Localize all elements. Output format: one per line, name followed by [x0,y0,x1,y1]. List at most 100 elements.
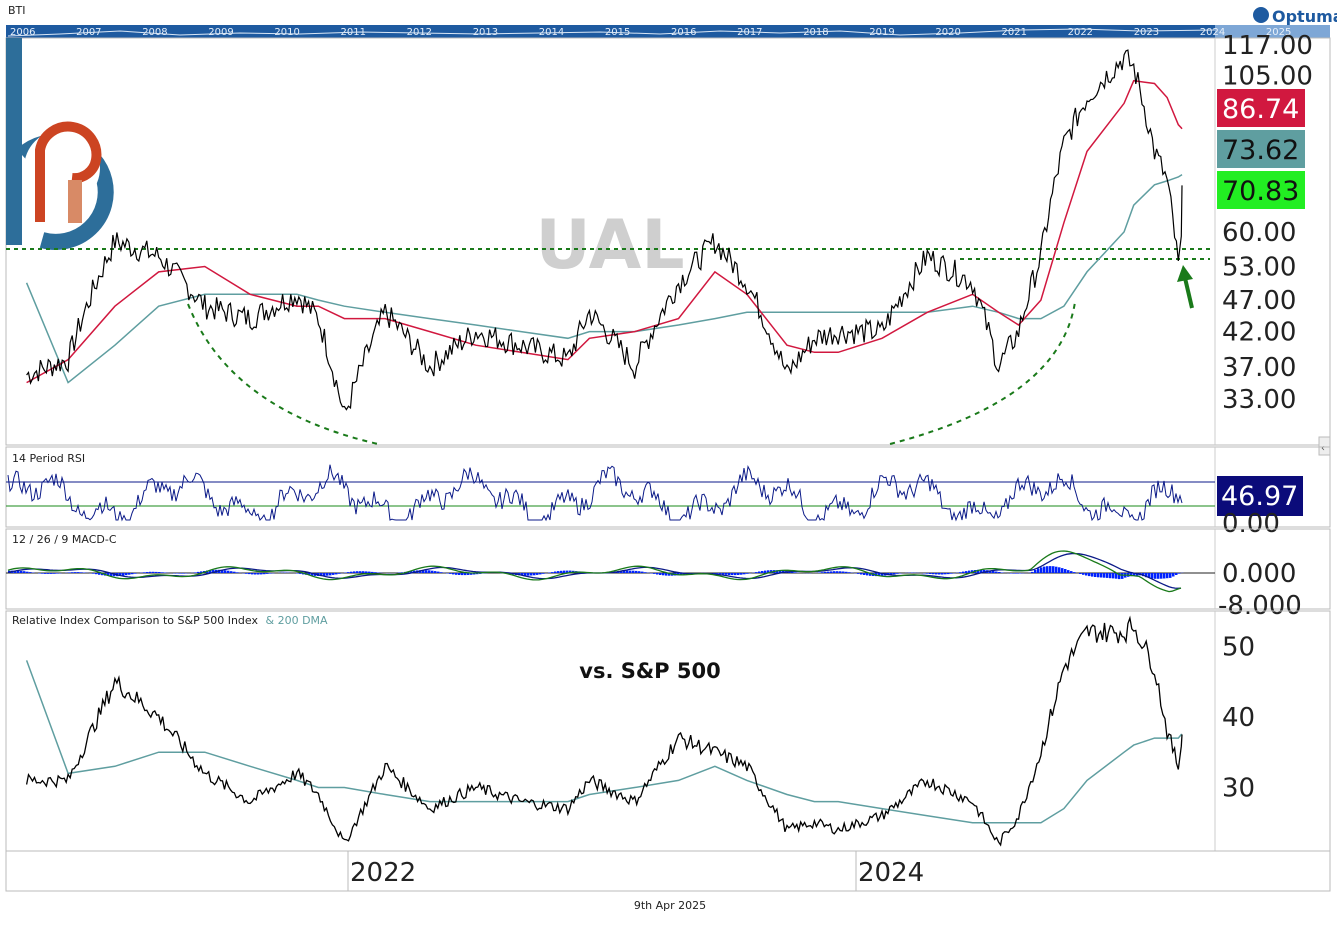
macd-histogram-bar [458,573,461,575]
footer-date: 9th Apr 2025 [634,899,706,912]
macd-histogram-bar [425,570,428,573]
macd-histogram-bar [824,572,827,573]
macd-histogram-bar [1049,566,1052,573]
macd-histogram-bar [1034,570,1037,573]
macd-histogram-bar [1064,569,1067,573]
macd-histogram-bar [533,573,536,575]
macd-title: 12 / 26 / 9 MACD-C [12,533,117,546]
macd-histogram-bar [233,572,236,573]
macd-histogram-bar [155,572,158,573]
timeline-year-label[interactable]: 2021 [1002,27,1027,38]
macd-histogram-bar [1088,573,1091,576]
macd-histogram-bar [638,571,641,573]
price-tick-label: 33.00 [1222,385,1296,415]
macd-histogram-bar [440,572,443,573]
macd-histogram-bar [353,571,356,573]
macd-histogram-bar [626,571,629,573]
macd-histogram-bar [1169,573,1172,578]
rsi-axis-label: 0.00 [1222,509,1280,539]
macd-histogram-bar [326,573,329,576]
relative-tick-label: 30 [1222,774,1255,804]
macd-histogram-bar [530,573,533,576]
timeline-year-label[interactable]: 2009 [208,27,233,38]
macd-histogram-bar [1103,573,1106,578]
macd-histogram-bar [731,573,734,575]
macd-histogram-bar [1031,572,1034,573]
macd-histogram-bar [266,573,269,574]
macd-histogram-bar [1010,573,1013,574]
macd-panel-frame [6,529,1330,609]
macd-histogram-bar [542,573,545,574]
macd-histogram-bar [1067,570,1070,573]
brand-logo: Optuma [1253,7,1337,26]
macd-histogram-bar [236,572,239,573]
macd-histogram-bar [362,571,365,573]
macd-histogram-bar [722,573,725,575]
x-tick-2022: 2022 [350,858,416,888]
macd-histogram-bar [1037,569,1040,574]
macd-histogram-bar [644,572,647,573]
macd-histogram-bar [725,573,728,575]
macd-histogram-bar [347,572,350,573]
macd-histogram-bar [632,571,635,573]
macd-histogram-bar [431,571,434,573]
macd-histogram-bar [950,573,953,574]
macd-histogram-bar [842,572,845,574]
macd-histogram-bar [53,573,56,574]
svg-text:‹: ‹ [1321,443,1325,454]
timeline-year-label[interactable]: 2006 [10,27,35,38]
macd-histogram-bar [536,573,539,575]
macd-histogram-bar [26,572,29,573]
timeline-year-label[interactable]: 2020 [935,27,960,38]
relative-annotation: vs. S&P 500 [579,659,720,683]
relative-series [27,618,1182,845]
ticker-watermark: UAL [535,206,684,285]
relative-title-suffix: & 200 DMA [266,614,329,627]
timeline-year-label[interactable]: 2019 [869,27,894,38]
panel-resize-handle[interactable]: ‹ [1319,437,1330,455]
macd-histogram-bar [23,571,26,573]
macd-histogram-bar [740,573,743,575]
macd-histogram-bar [743,573,746,574]
timeline-year-label[interactable]: 2023 [1134,27,1159,38]
macd-histogram-bar [1043,567,1046,573]
macd-histogram-bar [1178,573,1181,574]
macd-histogram-bar [71,572,74,573]
macd-histogram-bar [893,573,896,574]
macd-histogram-bar [1166,573,1169,578]
rsi-panel: 14 Period RSI 46.97 0.00 [6,447,1330,539]
macd-histogram-bar [1106,573,1109,578]
macd-histogram-bar [1151,573,1154,579]
macd-histogram-bar [1040,567,1043,573]
macd-histogram-bar [437,572,440,573]
relative-panel-frame [6,611,1330,891]
macd-histogram-bar [74,572,77,573]
macd-histogram-bar [194,572,197,573]
macd-histogram-bar [128,573,131,575]
macd-histogram-bar [350,572,353,573]
macd-histogram-bar [164,573,167,574]
timeline-year-label[interactable]: 2010 [274,27,299,38]
macd-histogram-bar [527,573,530,576]
macd-histogram-bar [125,573,128,575]
macd-histogram-bar [1013,573,1016,574]
timeline-year-label[interactable]: 2013 [473,27,498,38]
macd-histogram-bar [230,571,233,573]
rsi-badge-value: 46.97 [1221,481,1298,512]
relative-title: Relative Index Comparison to S&P 500 Ind… [12,614,328,627]
macd-histogram-bar [251,573,254,574]
macd-histogram-bar [359,571,362,573]
macd-histogram-bar [50,573,53,574]
macd-histogram-bar [1046,566,1049,573]
macd-histogram-bar [1070,571,1073,573]
macd-histogram-bar [146,572,149,573]
macd-histogram-bar [377,573,380,574]
macd-panel: 12 / 26 / 9 MACD-C 0.000 -8.000 [6,529,1330,621]
macd-histogram-bar [368,572,371,573]
macd-histogram-bar [248,573,251,574]
macd-histogram-bar [821,572,824,573]
macd-histogram-bar [1085,573,1088,576]
macd-histogram-bar [122,573,125,576]
